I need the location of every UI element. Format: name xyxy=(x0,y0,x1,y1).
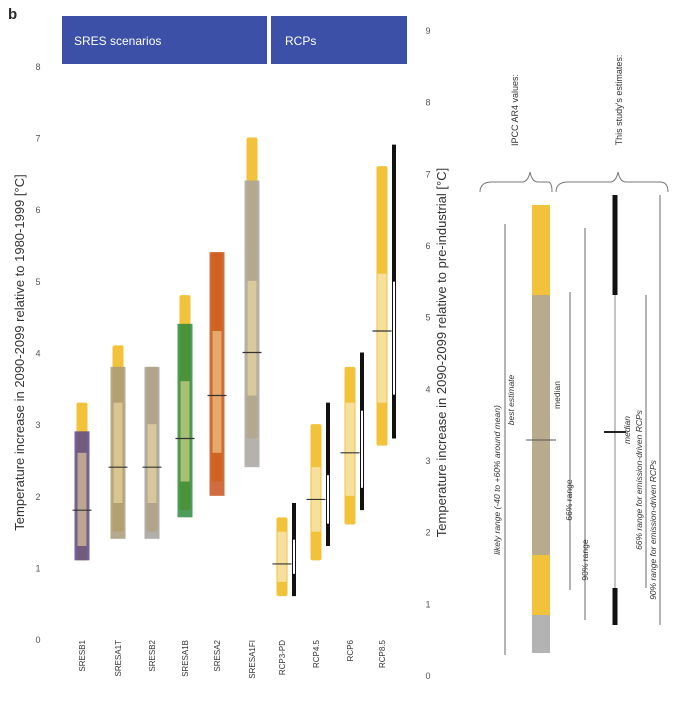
category-label: SRESA2 xyxy=(213,639,222,671)
right-tick-label: 1 xyxy=(425,599,430,609)
right-tick-label: 2 xyxy=(425,528,430,538)
study-legend-item: 90% range for emission-driven RCPs xyxy=(648,459,658,600)
range-66-bar xyxy=(147,424,157,503)
category-label: SRESB2 xyxy=(148,639,157,671)
right-axis-title: Temperature increase in 2090-2099 relati… xyxy=(434,168,449,537)
ipcc-legend-item: best estimate xyxy=(506,374,516,425)
range-66-bar xyxy=(345,402,355,496)
legend-top-gold xyxy=(532,205,550,295)
right-tick-label: 0 xyxy=(425,671,430,681)
right-tick-label: 3 xyxy=(425,456,430,466)
right-tick-label: 7 xyxy=(425,169,430,179)
study-legend-item: 66% range for emission-driven RCPs xyxy=(634,409,644,550)
right-tick-label: 6 xyxy=(425,241,430,251)
left-tick-label: 8 xyxy=(35,62,40,72)
range-66-bar xyxy=(377,273,387,403)
left-tick-label: 5 xyxy=(35,277,40,287)
category-label: RCP4.5 xyxy=(312,639,321,668)
range-66-bar xyxy=(77,452,87,546)
legend-bottom-gray xyxy=(532,615,550,653)
category-label: SRESA1T xyxy=(114,640,123,677)
panel-label: b xyxy=(8,6,18,23)
range-66-bar xyxy=(247,280,257,396)
category-label: RCP6 xyxy=(346,639,355,661)
ipcc-brace xyxy=(479,171,553,193)
right-tick-label: 4 xyxy=(425,384,430,394)
rcp-header-label: RCPs xyxy=(285,34,316,48)
study-legend-title: This study's estimates: xyxy=(614,55,624,146)
right-tick-label: 8 xyxy=(425,98,430,108)
range-66-bar xyxy=(180,381,190,482)
rcp-header xyxy=(271,16,407,64)
category-label: SRESA1FI xyxy=(248,640,257,679)
range-66-bar xyxy=(212,331,222,453)
range-66-bar xyxy=(113,402,123,503)
category-label: RCP3-PD xyxy=(278,640,287,675)
category-label: RCP8.5 xyxy=(378,639,387,668)
category-label: SRESA1B xyxy=(181,640,190,677)
legend-bottom-gold xyxy=(532,555,550,615)
left-tick-label: 0 xyxy=(35,635,40,645)
range-66-bar xyxy=(277,531,287,582)
left-tick-label: 7 xyxy=(35,134,40,144)
ipcc-legend-item: likely range (-40 to +60% around mean) xyxy=(492,405,502,555)
legend-likely-bar xyxy=(532,205,550,653)
left-tick-label: 2 xyxy=(35,492,40,502)
right-tick-label: 5 xyxy=(425,313,430,323)
study-brace xyxy=(555,171,669,193)
left-tick-label: 4 xyxy=(35,349,40,359)
ipcc-legend-item: 66% range xyxy=(564,479,574,520)
sres-header-label: SRES scenarios xyxy=(74,34,161,48)
sres-header xyxy=(62,16,267,64)
ipcc-legend-item: 90% range xyxy=(580,539,590,580)
category-label: SRESB1 xyxy=(78,639,87,671)
left-tick-label: 3 xyxy=(35,420,40,430)
study-legend-item: median xyxy=(622,416,632,444)
left-tick-label: 1 xyxy=(35,564,40,574)
ipcc-legend-item: median xyxy=(552,381,562,409)
right-tick-label: 9 xyxy=(425,26,430,36)
left-tick-label: 6 xyxy=(35,205,40,215)
left-axis-title: Temperature increase in 2090-2099 relati… xyxy=(12,174,27,530)
ipcc-legend-title: IPCC AR4 values: xyxy=(510,74,520,146)
